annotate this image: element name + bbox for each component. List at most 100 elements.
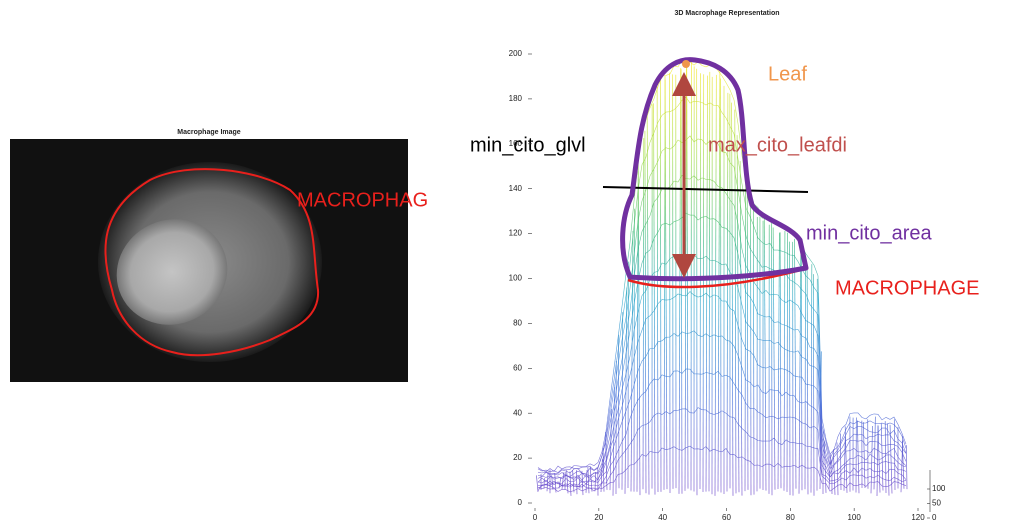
mesh-line (566, 470, 569, 494)
mesh-line (636, 171, 639, 492)
mesh-line (537, 212, 907, 480)
leaf-outline (620, 57, 809, 282)
mesh-line (637, 142, 641, 496)
mesh-line (828, 454, 832, 490)
x-tick-label: 80 (786, 513, 795, 522)
mesh-line (736, 135, 740, 493)
mesh-line (609, 408, 612, 491)
nucleus (116, 219, 228, 325)
mesh-line (576, 470, 578, 495)
mesh-line (537, 445, 907, 493)
y-tick-label: 120 (509, 229, 523, 238)
mesh-line (731, 102, 734, 496)
mesh-line (587, 467, 590, 494)
glvl-label: min_cito_glvl (470, 134, 586, 156)
mesh-line (844, 426, 848, 493)
mesh-line (905, 445, 908, 490)
leaf-label: Leaf (768, 63, 807, 85)
mesh-line (884, 421, 887, 494)
mesh-line (763, 218, 767, 491)
z-tick-label: 50 (932, 499, 941, 508)
base-contour (627, 266, 809, 289)
mesh-line (699, 73, 701, 489)
mesh-line (537, 175, 907, 479)
mesh-line (642, 138, 645, 490)
z-tick-label: 0 (932, 513, 937, 522)
mesh-line (630, 230, 634, 492)
mesh-line (537, 368, 907, 489)
mesh-line (589, 466, 593, 492)
y-tick-label: 60 (513, 363, 522, 372)
mesh-line (663, 79, 666, 490)
mesh-line (612, 387, 615, 496)
mesh-line (800, 250, 803, 491)
area-label: min_cito_area (806, 222, 933, 244)
mesh-line (561, 472, 565, 490)
mesh-line (537, 407, 907, 491)
mesh-line (772, 227, 776, 490)
mesh-line (656, 86, 659, 492)
y-tick-label: 200 (509, 49, 523, 58)
mesh-line (744, 181, 746, 492)
mesh-line (708, 71, 711, 492)
y-tick-label: 80 (513, 319, 522, 328)
mesh-line (863, 422, 866, 489)
mesh-line (753, 202, 755, 495)
mesh-line (646, 114, 650, 495)
mesh-line (746, 194, 749, 490)
mesh-line (705, 75, 708, 492)
mesh-line (734, 109, 737, 494)
mesh-line (876, 425, 879, 496)
mesh-line (798, 247, 802, 494)
mesh-line (537, 59, 907, 473)
left-title: Macrophage Image (177, 129, 241, 136)
mesh-line (806, 264, 809, 495)
mesh-line (536, 475, 539, 492)
x-tick-label: 20 (594, 513, 603, 522)
x-tick-label: 100 (847, 513, 861, 522)
mesh-line (537, 291, 907, 485)
y-tick-label: 140 (509, 184, 523, 193)
z-tick-label: 100 (932, 484, 946, 493)
mesh-line (537, 96, 907, 473)
mesh-line (873, 416, 876, 490)
x-tick-label: 60 (722, 513, 731, 522)
mesh-line (739, 161, 743, 496)
mesh-line (726, 92, 729, 492)
x-tick-label: 0 (533, 513, 538, 522)
mesh-line (810, 264, 813, 493)
macrophage-label: MACROPHAG (297, 189, 428, 211)
y-tick-label: 20 (513, 453, 522, 462)
mesh-line (537, 254, 907, 483)
mesh-line (686, 61, 689, 489)
mesh-line (823, 441, 827, 493)
mesh-line (600, 458, 603, 492)
y-tick-label: 0 (518, 498, 523, 507)
mesh-line (717, 70, 721, 492)
mesh-line (581, 470, 584, 496)
right-title: 3D Macrophage Representation (674, 10, 779, 17)
mesh-line (840, 433, 842, 490)
mesh-line (664, 76, 668, 490)
leaf-peak (682, 60, 690, 68)
cell-contour (104, 168, 320, 357)
mesh-line (836, 442, 839, 496)
mesh-line (880, 423, 884, 491)
y-tick-label: 160 (509, 139, 523, 148)
threshold-line (602, 186, 809, 193)
mesh-line (538, 330, 907, 486)
mesh-line (537, 135, 907, 475)
mesh-line (702, 74, 705, 492)
mesh-line (653, 103, 656, 495)
y-tick-label: 180 (509, 94, 523, 103)
mesh-line (558, 477, 562, 489)
x-tick-label: 120 (911, 513, 925, 522)
mesh-line (889, 424, 893, 494)
mesh-line (621, 312, 624, 490)
mesh-line (680, 68, 683, 494)
leafdi-label: max_cito_leafdi (708, 134, 847, 156)
y-tick-label: 100 (509, 274, 523, 283)
mesh-line (794, 238, 797, 489)
y-tick-label: 40 (513, 408, 522, 417)
